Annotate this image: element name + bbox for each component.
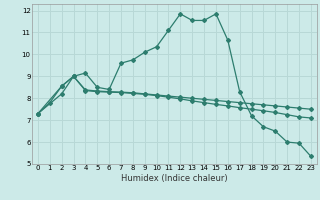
X-axis label: Humidex (Indice chaleur): Humidex (Indice chaleur) [121,174,228,183]
